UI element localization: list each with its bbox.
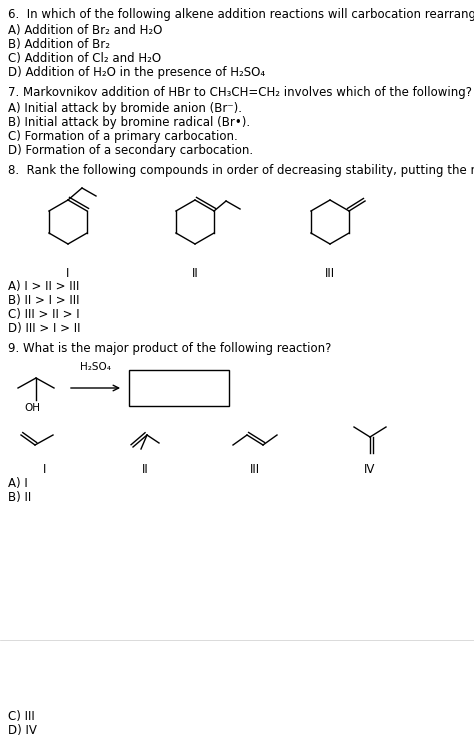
Text: III: III [250, 463, 260, 476]
Text: C) III: C) III [8, 710, 35, 723]
Text: II: II [142, 463, 148, 476]
Text: D) Addition of H₂O in the presence of H₂SO₄: D) Addition of H₂O in the presence of H₂… [8, 66, 265, 79]
Text: D) IV: D) IV [8, 724, 37, 737]
Text: A) I > II > III: A) I > II > III [8, 280, 79, 293]
Text: II: II [191, 267, 199, 280]
Text: C) Formation of a primary carbocation.: C) Formation of a primary carbocation. [8, 130, 238, 143]
Text: B) II: B) II [8, 491, 31, 504]
Text: D) III > I > II: D) III > I > II [8, 322, 81, 335]
Text: A) I: A) I [8, 477, 28, 490]
Text: III: III [325, 267, 335, 280]
Text: C) Addition of Cl₂ and H₂O: C) Addition of Cl₂ and H₂O [8, 52, 161, 65]
Text: IV: IV [365, 463, 376, 476]
Text: B) II > I > III: B) II > I > III [8, 294, 80, 307]
Text: I: I [43, 463, 46, 476]
Text: OH: OH [24, 403, 40, 413]
Text: I: I [66, 267, 70, 280]
Text: A) Addition of Br₂ and H₂O: A) Addition of Br₂ and H₂O [8, 24, 163, 37]
Bar [129, 370, 229, 406]
Text: 8.  Rank the following compounds in order of decreasing stability, putting the m: 8. Rank the following compounds in order… [8, 164, 474, 177]
Text: B) Initial attack by bromine radical (Br•).: B) Initial attack by bromine radical (Br… [8, 116, 250, 129]
Text: 7. Markovnikov addition of HBr to CH₃CH=CH₂ involves which of the following?: 7. Markovnikov addition of HBr to CH₃CH=… [8, 86, 472, 99]
Text: A) Initial attack by bromide anion (Br⁻).: A) Initial attack by bromide anion (Br⁻)… [8, 102, 242, 115]
Text: 6.  In which of the following alkene addition reactions will carbocation rearran: 6. In which of the following alkene addi… [8, 8, 474, 21]
Text: 9. What is the major product of the following reaction?: 9. What is the major product of the foll… [8, 342, 331, 355]
Text: H₂SO₄: H₂SO₄ [80, 362, 111, 372]
Text: B) Addition of Br₂: B) Addition of Br₂ [8, 38, 110, 51]
Text: D) Formation of a secondary carbocation.: D) Formation of a secondary carbocation. [8, 144, 253, 157]
Text: C) III > II > I: C) III > II > I [8, 308, 80, 321]
